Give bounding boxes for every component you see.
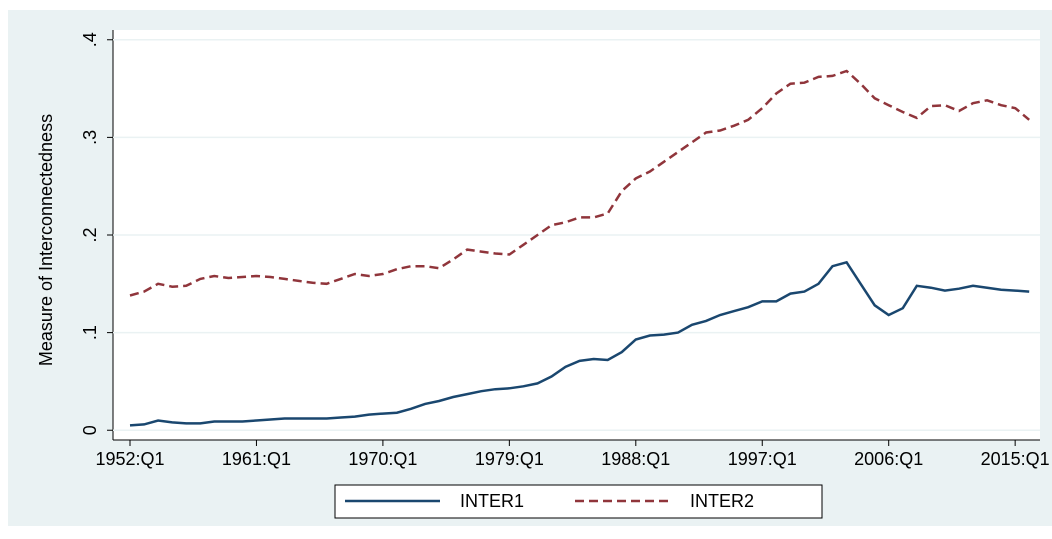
x-tick-label: 1970:Q1 <box>348 449 417 469</box>
x-tick-label: 1997:Q1 <box>728 449 797 469</box>
x-tick-label: 1979:Q1 <box>475 449 544 469</box>
y-tick-label: .3 <box>80 130 100 145</box>
x-tick-label: 1961:Q1 <box>222 449 291 469</box>
y-tick-label: 0 <box>80 425 100 435</box>
y-tick-label: .4 <box>80 32 100 47</box>
y-tick-label: .2 <box>80 227 100 242</box>
x-tick-label: 2006:Q1 <box>854 449 923 469</box>
legend-label: INTER2 <box>690 491 754 511</box>
y-tick-label: .1 <box>80 325 100 340</box>
series-line <box>129 69 1031 297</box>
series-line <box>129 260 1030 427</box>
y-axis-title: Measure of Interconnectedness <box>36 114 56 366</box>
x-tick-label: 1952:Q1 <box>95 449 164 469</box>
x-tick-label: 2015:Q1 <box>981 449 1050 469</box>
legend-label: INTER1 <box>460 491 524 511</box>
x-tick-label: 1988:Q1 <box>601 449 670 469</box>
